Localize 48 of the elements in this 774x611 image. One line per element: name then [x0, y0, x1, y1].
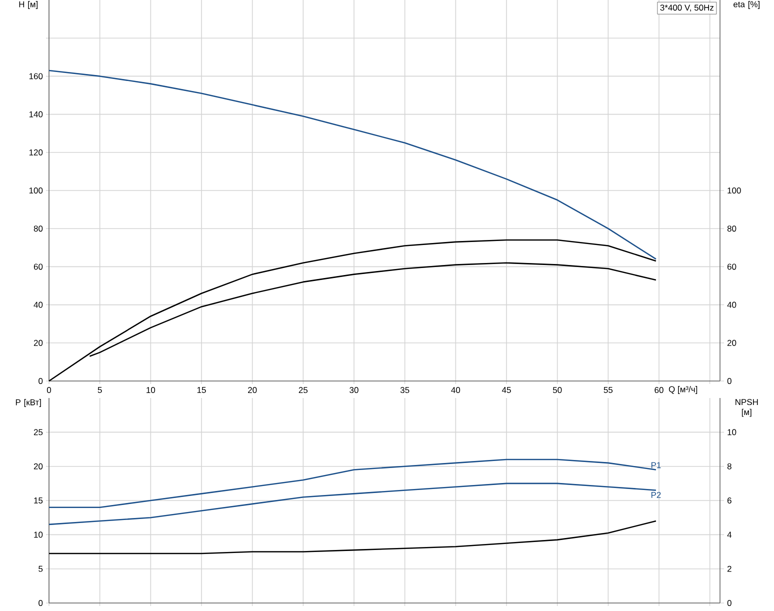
y-tick-label: 0 — [38, 600, 43, 606]
y-tick-label: 20 — [34, 463, 43, 470]
x-tick-label: 40 — [451, 387, 460, 394]
y2-tick-label: 100 — [728, 187, 741, 194]
y2-axis-title: eta [%] — [734, 1, 760, 9]
y2-tick-label: 8 — [727, 463, 732, 470]
y2-tick-label: 4 — [727, 532, 732, 538]
x-tick-label: 20 — [248, 387, 257, 394]
y-tick-label: 40 — [34, 302, 43, 308]
x-tick-label: 55 — [604, 387, 613, 393]
y2-axis-title: NPSH [м] — [736, 399, 758, 417]
y-axis-title: H [м] — [19, 1, 38, 9]
y2-tick-label: 80 — [727, 226, 736, 232]
y-tick-label: 10 — [34, 532, 43, 538]
x-tick-label: 35 — [400, 387, 410, 394]
y-tick-label: 120 — [29, 149, 43, 156]
y2-tick-label: 0 — [727, 378, 732, 384]
y-tick-label: 0 — [38, 378, 43, 384]
y-tick-label: 140 — [29, 111, 43, 118]
x-tick-label: 10 — [146, 387, 156, 394]
y2-tick-label: 6 — [727, 497, 732, 504]
x-tick-label: 5 — [98, 387, 102, 393]
y-tick-label: 20 — [34, 340, 43, 346]
x-axis-title: Q [м³/ч] — [668, 386, 698, 394]
y2-tick-label: 40 — [727, 302, 736, 308]
x-tick-label: 45 — [502, 387, 511, 393]
series-label: P2 — [651, 492, 661, 498]
x-tick-label: 25 — [298, 387, 308, 394]
y-tick-label: 160 — [29, 73, 43, 80]
y-tick-label: 15 — [34, 498, 43, 504]
y-tick-label: 5 — [38, 566, 43, 572]
y2-tick-label: 2 — [727, 566, 732, 572]
y-tick-label: 60 — [34, 264, 43, 270]
x-tick-label: 30 — [350, 387, 358, 394]
y-tick-label: 100 — [29, 187, 43, 194]
x-tick-label: 50 — [552, 387, 562, 394]
y-tick-label: 80 — [34, 226, 43, 232]
y2-tick-label: 60 — [727, 264, 736, 270]
series-label: P1 — [651, 462, 661, 468]
y2-tick-label: 20 — [727, 340, 736, 346]
y-tick-label: 25 — [34, 429, 43, 436]
x-tick-label: 15 — [197, 387, 206, 393]
x-tick-label: 0 — [46, 387, 52, 394]
y2-tick-label: 0 — [727, 600, 732, 606]
x-tick-label: 60 — [654, 387, 664, 394]
chart-title: 3*400 V, 50Hz — [660, 4, 714, 12]
y-axis-title: P [кВт] — [16, 399, 41, 407]
y2-tick-label: 10 — [728, 429, 736, 436]
